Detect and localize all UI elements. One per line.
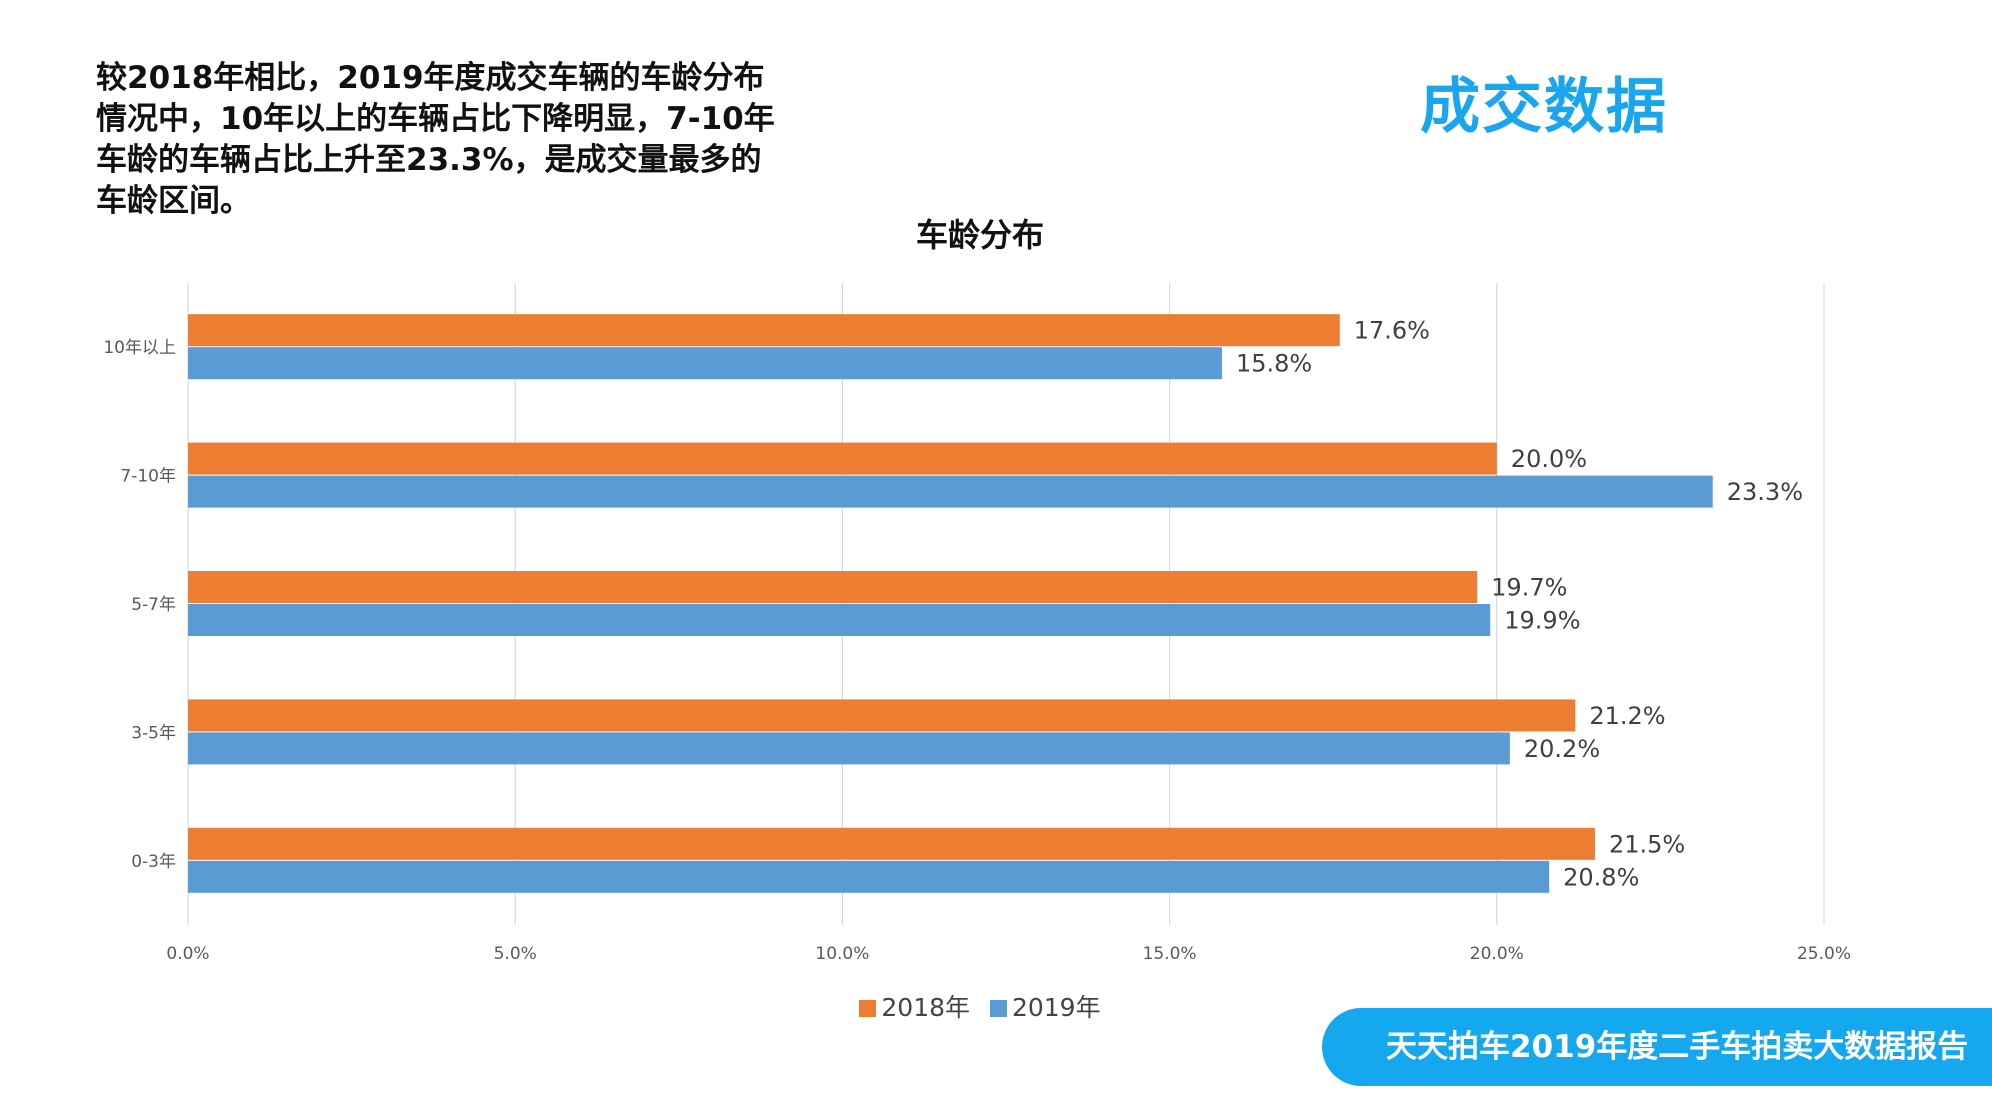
y-category-label: 10年以上	[103, 338, 176, 358]
bar-2018	[188, 314, 1340, 347]
legend-item-2018: 2018年	[859, 988, 970, 1024]
data-label: 23.3%	[1727, 478, 1803, 506]
chart-legend: 2018年 2019年	[0, 988, 1960, 1024]
y-category-label: 5-7年	[131, 595, 176, 615]
bar-2018	[188, 827, 1595, 860]
footer-banner: 天天拍车2019年度二手车拍卖大数据报告	[1322, 1008, 1992, 1086]
data-label: 21.2%	[1589, 702, 1665, 730]
legend-label-2019: 2019年	[1011, 993, 1101, 1022]
x-tick-label: 10.0%	[815, 944, 869, 964]
bar-2019	[188, 860, 1550, 893]
bar-2018	[188, 571, 1478, 603]
y-category-label: 3-5年	[131, 723, 176, 743]
data-label: 20.2%	[1524, 735, 1600, 763]
y-category-label: 0-3年	[131, 852, 176, 872]
legend-swatch-2018	[859, 1000, 877, 1017]
x-tick-label: 0.0%	[166, 944, 209, 964]
bar-2019	[188, 604, 1491, 636]
legend-item-2019: 2019年	[989, 988, 1101, 1024]
data-label: 19.9%	[1504, 607, 1580, 635]
intro-paragraph: 较2018年相比，2019年度成交车辆的车龄分布情况中，10年以上的车辆占比下降…	[96, 60, 775, 219]
bar-2019	[188, 475, 1713, 508]
x-tick-label: 5.0%	[494, 944, 537, 964]
x-tick-label: 25.0%	[1797, 944, 1851, 964]
section-title: 成交数据	[1420, 72, 1668, 142]
x-tick-label: 15.0%	[1143, 944, 1197, 964]
y-category-label: 7-10年	[120, 467, 176, 487]
data-label: 21.5%	[1609, 830, 1685, 858]
chart-title: 车龄分布	[915, 216, 1044, 254]
data-label: 17.6%	[1354, 317, 1430, 345]
x-tick-label: 20.0%	[1470, 944, 1524, 964]
legend-label-2018: 2018年	[881, 993, 971, 1022]
data-label: 20.8%	[1563, 863, 1639, 891]
bar-2019	[188, 347, 1222, 380]
data-label: 20.0%	[1511, 445, 1587, 473]
bar-2018	[188, 442, 1497, 475]
bar-2019	[188, 732, 1510, 765]
data-label: 15.8%	[1236, 350, 1312, 378]
bar-2018	[188, 699, 1576, 732]
legend-swatch-2019	[989, 1000, 1007, 1017]
data-label: 19.7%	[1491, 574, 1567, 602]
